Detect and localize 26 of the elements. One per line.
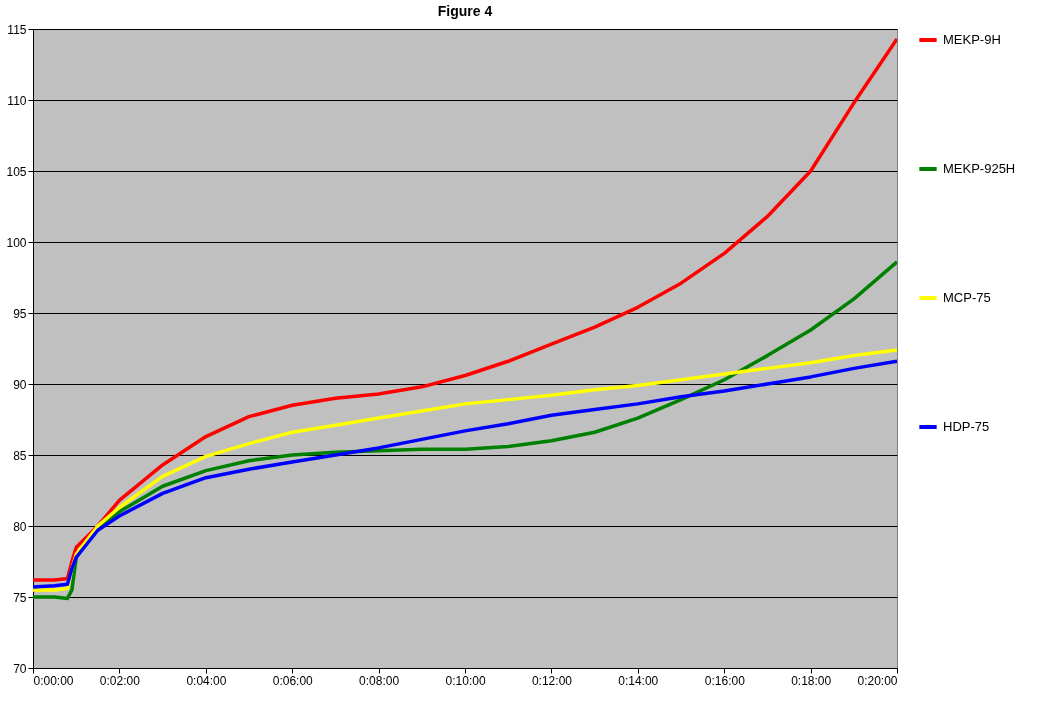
- x-tick-label: 0:04:00: [186, 673, 227, 688]
- legend-label: MCP-75: [943, 290, 991, 305]
- legend-label: MEKP-9H: [943, 32, 1001, 47]
- x-tick-label: 0:14:00: [618, 673, 659, 688]
- x-tick-label: 0:00:00: [33, 673, 74, 688]
- y-tick-label: 75: [13, 590, 27, 605]
- x-tick-label: 0:10:00: [445, 673, 486, 688]
- chart-title: Figure 4: [437, 3, 493, 19]
- y-tick-label: 105: [6, 164, 27, 179]
- y-tick-label: 80: [13, 519, 27, 534]
- y-tick-label: 100: [6, 235, 27, 250]
- x-tick-label: 0:20:00: [857, 673, 898, 688]
- x-tick-label: 0:08:00: [359, 673, 400, 688]
- x-tick-label: 0:02:00: [99, 673, 141, 688]
- y-tick-label: 95: [13, 306, 27, 321]
- y-tick-label: 85: [13, 448, 27, 463]
- y-tick-label: 115: [7, 22, 27, 37]
- y-tick-label: 90: [13, 377, 27, 392]
- legend-label: MEKP-925H: [943, 161, 1016, 176]
- y-tick-label: 110: [7, 93, 27, 108]
- y-tick-label: 70: [13, 661, 27, 676]
- x-tick-label: 0:12:00: [531, 673, 573, 688]
- x-tick-label: 0:18:00: [791, 673, 832, 688]
- x-tick-label: 0:06:00: [272, 673, 314, 688]
- legend-label: HDP-75: [943, 419, 990, 434]
- x-tick-label: 0:16:00: [704, 673, 746, 688]
